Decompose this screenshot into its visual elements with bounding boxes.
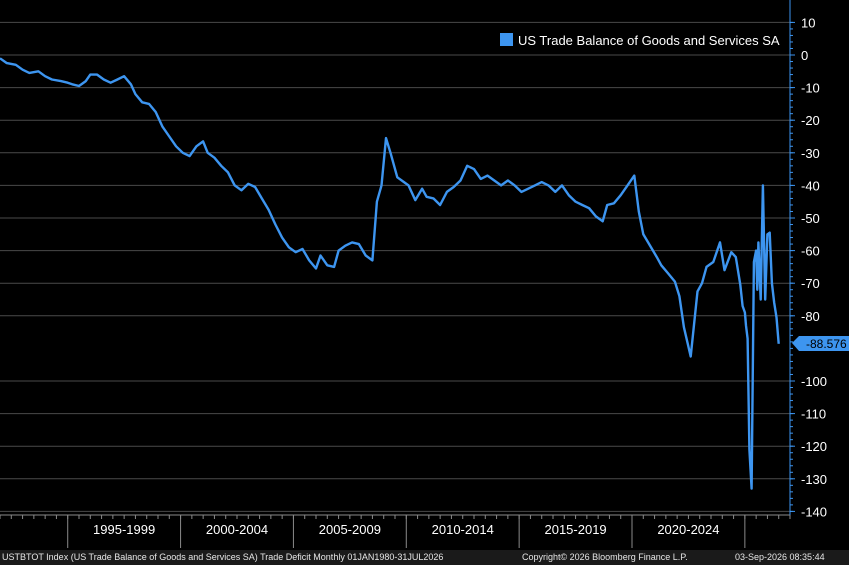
plot-background <box>0 0 790 515</box>
legend-label: US Trade Balance of Goods and Services S… <box>518 33 780 48</box>
y-tick-label: -40 <box>801 178 820 193</box>
x-axis: 1995-1999 2000-2004 2005-2009 2010-2014 2015… <box>0 514 791 548</box>
legend: US Trade Balance of Goods and Services S… <box>494 26 788 54</box>
last-value-label: -88.576 <box>806 337 847 351</box>
x-tick-label: 2000-2004 <box>206 522 268 537</box>
y-tick-label: -60 <box>801 244 820 259</box>
y-tick-label: -30 <box>801 146 820 161</box>
series-line <box>0 57 780 490</box>
y-tick-label: -70 <box>801 276 820 291</box>
y-axis: 10 0 -10 -20 -30 -40 -50 -60 -70 -80 -100 -110 -120 -… <box>789 0 827 519</box>
y-tick-label: -80 <box>801 309 820 324</box>
y-tick-label: -110 <box>801 407 826 422</box>
y-tick-label: -130 <box>801 472 827 487</box>
x-tick-label: 2005-2009 <box>319 522 381 537</box>
legend-swatch <box>500 33 513 46</box>
legend-box <box>494 26 788 54</box>
y-tick-label: 10 <box>801 15 815 30</box>
y-tick-label: -140 <box>801 504 827 519</box>
y-tick-label: -120 <box>801 439 827 454</box>
x-tick-label: 2010-2014 <box>432 522 494 537</box>
last-value-marker: -88.576 <box>792 336 849 351</box>
y-tick-label: -100 <box>801 374 827 389</box>
y-tick-label: -10 <box>801 81 820 96</box>
y-tick-label: 0 <box>801 48 808 63</box>
gridlines <box>0 21 790 512</box>
y-tick-label: -50 <box>801 211 820 226</box>
footer-timestamp: 03-Sep-2026 08:35:44 <box>735 552 825 562</box>
x-tick-label: 2015-2019 <box>544 522 606 537</box>
y-tick-label: -20 <box>801 113 820 128</box>
footer-bar: USTBTOT Index (US Trade Balance of Goods… <box>0 550 849 565</box>
x-tick-label: 2020-2024 <box>657 522 719 537</box>
footer-source: USTBTOT Index (US Trade Balance of Goods… <box>2 552 444 562</box>
footer-copyright: Copyright© 2026 Bloomberg Finance L.P. <box>522 552 688 562</box>
series-layer <box>0 57 780 490</box>
x-tick-label: 1995-1999 <box>93 522 155 537</box>
last-value-badge <box>792 336 849 351</box>
